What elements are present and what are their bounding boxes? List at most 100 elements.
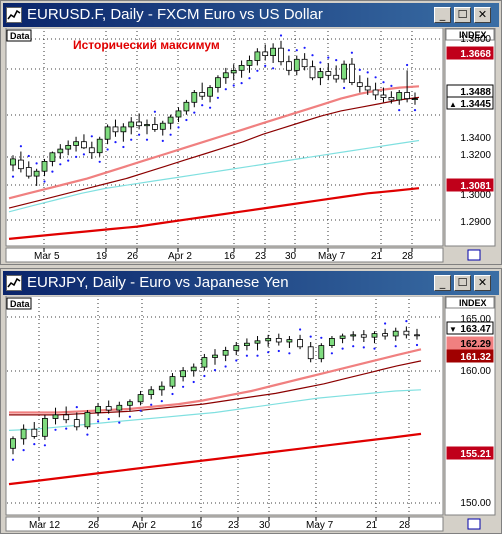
sar-dot [67, 159, 70, 162]
candle-body [318, 345, 325, 360]
sar-dot [295, 49, 298, 52]
eurusd-chart[interactable]: Data Исторический максимум INDEX 1.3600 1… [3, 28, 499, 263]
sar-dot [65, 427, 68, 430]
sar-dot [415, 343, 419, 347]
sar-dot [128, 415, 131, 418]
sar-dot [405, 320, 408, 323]
moving-average-line [8, 96, 420, 209]
sar-dot [139, 409, 142, 412]
sar-dot [169, 133, 172, 136]
sar-dot [35, 162, 38, 165]
candle-body [214, 77, 221, 88]
candle-body [382, 333, 389, 337]
candle-body [270, 47, 277, 57]
maximize-button[interactable]: ☐ [454, 7, 471, 23]
candle-body [41, 160, 48, 172]
sar-dot [114, 141, 117, 144]
candle-body [285, 61, 292, 71]
sar-dot [118, 421, 121, 424]
candle-body [246, 60, 253, 66]
close-button[interactable]: ✕ [474, 7, 491, 23]
sar-dot [343, 86, 346, 90]
x-tick-label: 16 [224, 251, 236, 262]
candle-body [212, 354, 218, 358]
sar-dot [330, 352, 333, 355]
candle-body [201, 357, 208, 368]
candle-body [360, 334, 367, 338]
x-tick-label: 16 [191, 520, 203, 531]
sar-dot [390, 84, 393, 87]
x-tick-label: Mar 5 [34, 251, 60, 262]
sar-dot [413, 109, 417, 112]
price-tag-label: 155.21 [460, 449, 491, 460]
candle-body [127, 401, 133, 406]
candle-body [278, 47, 284, 63]
sar-dot [75, 155, 78, 158]
sar-dot [352, 345, 355, 348]
index-label: INDEX [459, 298, 487, 308]
y-tick-label: 1.3000 [460, 190, 491, 201]
x-tick-label: Apr 2 [168, 251, 192, 262]
x-tick-label: 23 [255, 251, 267, 262]
x-tick-label: 21 [371, 251, 383, 262]
candle-body [388, 97, 395, 101]
eurjpy-title-bar[interactable]: EURJPY, Daily - Euro vs Japanese Yen _ ☐… [3, 271, 499, 295]
sar-dot [398, 109, 401, 112]
data-tab-label[interactable]: Data [10, 31, 31, 41]
close-button[interactable]: ✕ [474, 275, 491, 291]
candle-body [403, 330, 410, 336]
sar-dot [193, 111, 196, 114]
candle-body [17, 159, 24, 170]
candle-body [297, 339, 304, 348]
candle-body [333, 74, 340, 80]
candle-body [116, 404, 123, 411]
sar-dot [382, 81, 385, 84]
candle-body [238, 65, 245, 71]
sar-dot [350, 51, 353, 54]
sar-dot [192, 380, 195, 384]
x-tick-label: 30 [285, 251, 297, 262]
corner-settings-icon[interactable] [467, 518, 481, 530]
minimize-button[interactable]: _ [434, 275, 451, 291]
price-tag [446, 46, 494, 60]
eurusd-window: EURUSD.F, Daily - FXCM Euro vs US Dollar… [0, 0, 502, 265]
sar-dot [341, 347, 344, 350]
sar-dot [107, 417, 110, 421]
maximize-button[interactable]: ☐ [454, 275, 471, 291]
sar-dot [374, 76, 377, 79]
y-tick-label: 160.00 [460, 366, 491, 377]
candle-body [356, 82, 363, 87]
candle-body [128, 121, 135, 128]
moving-average-line [9, 360, 422, 416]
candle-body [95, 406, 101, 413]
sar-dot [335, 59, 338, 62]
price-tag [446, 321, 494, 335]
x-tick-label: 19 [96, 251, 108, 262]
candle-body [104, 126, 111, 140]
candle-body [222, 72, 229, 79]
price-tag-label: 1.3488 [460, 87, 491, 98]
candle-body [348, 63, 355, 84]
price-tag [446, 178, 494, 192]
price-tag-label: 161.32 [460, 352, 491, 363]
candle-body [65, 145, 72, 150]
sar-dot [138, 133, 141, 136]
minimize-button[interactable]: _ [434, 7, 451, 23]
y-tick-label: 1.3200 [460, 150, 491, 161]
candle-body [230, 70, 237, 74]
eurusd-title-bar[interactable]: EURUSD.F, Daily - FXCM Euro vs US Dollar… [3, 3, 499, 27]
sar-dot [232, 84, 235, 87]
candle-body [275, 338, 282, 343]
candle-body [158, 385, 165, 391]
data-tab-label[interactable]: Data [10, 299, 31, 309]
candle-body [148, 389, 155, 396]
sar-dot [59, 163, 62, 166]
candle-body [169, 376, 176, 387]
sar-dot [201, 104, 204, 107]
candle-body [190, 366, 197, 372]
sar-dot [366, 71, 369, 74]
candle-body [120, 126, 127, 133]
corner-settings-icon[interactable] [467, 249, 481, 261]
candle-body [81, 141, 87, 149]
